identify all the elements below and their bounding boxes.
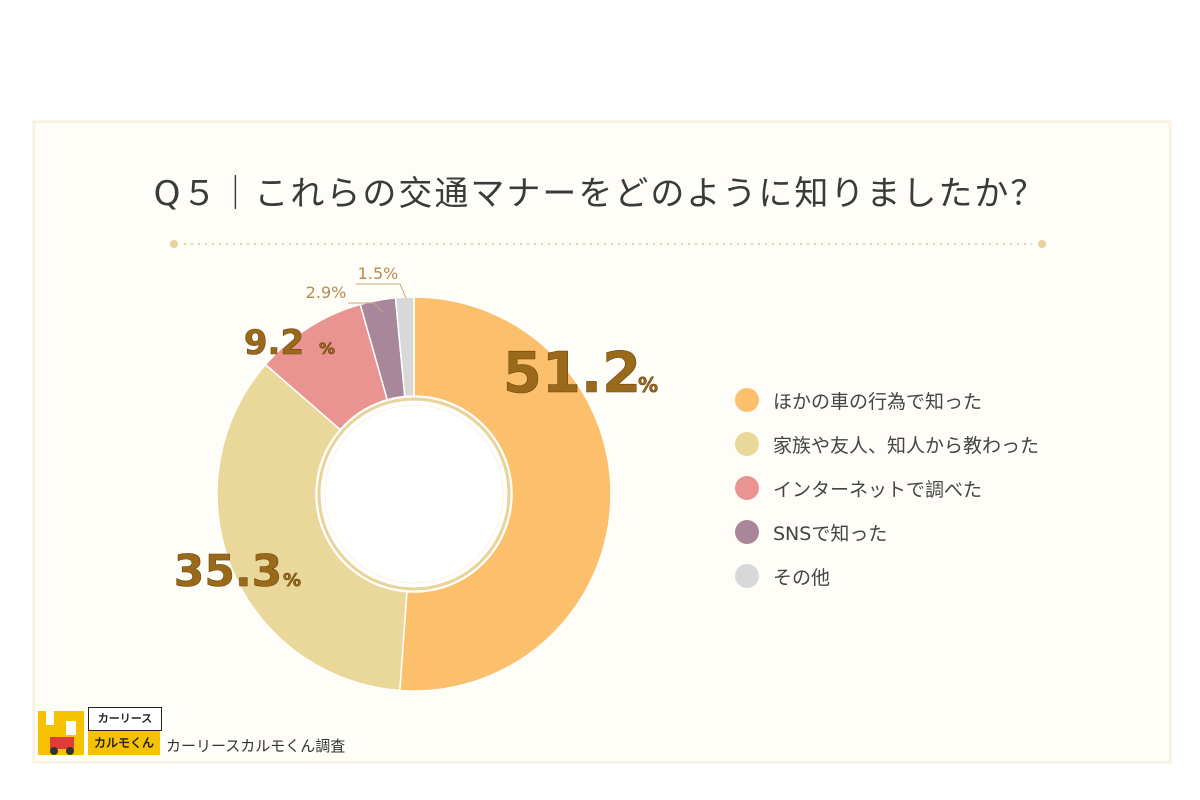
title-divider <box>170 240 1046 248</box>
chart-title: Q５｜これらの交通マナーをどのように知りましたか？ <box>153 174 1047 214</box>
legend-label: インターネットで調べた <box>773 478 983 501</box>
legend-item: 家族や友人、知人から教わった <box>735 422 1039 466</box>
data-label: 1.5% <box>358 264 399 283</box>
car-logo-icon <box>38 711 84 755</box>
percent-sign: % <box>319 339 335 358</box>
pie-slice <box>398 296 612 692</box>
data-label: 51.2 <box>503 341 641 406</box>
legend-swatch <box>735 564 759 588</box>
carmo-logo: カーリース カルモくん <box>36 707 162 757</box>
legend-item: ほかの車の行為で知った <box>735 378 1039 422</box>
survey-credit: カーリースカルモくん調査 <box>166 737 346 755</box>
legend-swatch <box>735 388 759 412</box>
percent-sign: % <box>283 570 301 591</box>
legend-label: ほかの車の行為で知った <box>773 390 983 413</box>
data-label: 35.3 <box>174 546 283 597</box>
leader-line <box>348 302 384 313</box>
legend-swatch <box>735 520 759 544</box>
percent-sign: % <box>638 373 658 397</box>
legend-item: その他 <box>735 554 1039 598</box>
pie-slice <box>394 296 415 398</box>
legend-label: SNSで知った <box>773 522 888 545</box>
legend-label: その他 <box>773 566 831 589</box>
data-label: 9.2 <box>244 323 304 363</box>
legend-swatch <box>735 432 759 456</box>
donut-inner-ring-thin <box>324 404 504 584</box>
legend-label: 家族や友人、知人から教わった <box>773 434 1040 457</box>
logo-top-text: カーリース <box>88 707 162 731</box>
legend-swatch <box>735 476 759 500</box>
chart-legend: ほかの車の行為で知った家族や友人、知人から教わった インターネットで調べた SNSで… <box>735 378 1039 598</box>
legend-item: SNSで知った <box>735 510 1039 554</box>
data-label: 2.9% <box>306 283 347 302</box>
leader-line <box>356 283 407 299</box>
legend-item: インターネットで調べた <box>735 466 1039 510</box>
pie-slice <box>216 363 408 692</box>
logo-bottom-text: カルモくん <box>88 731 160 755</box>
